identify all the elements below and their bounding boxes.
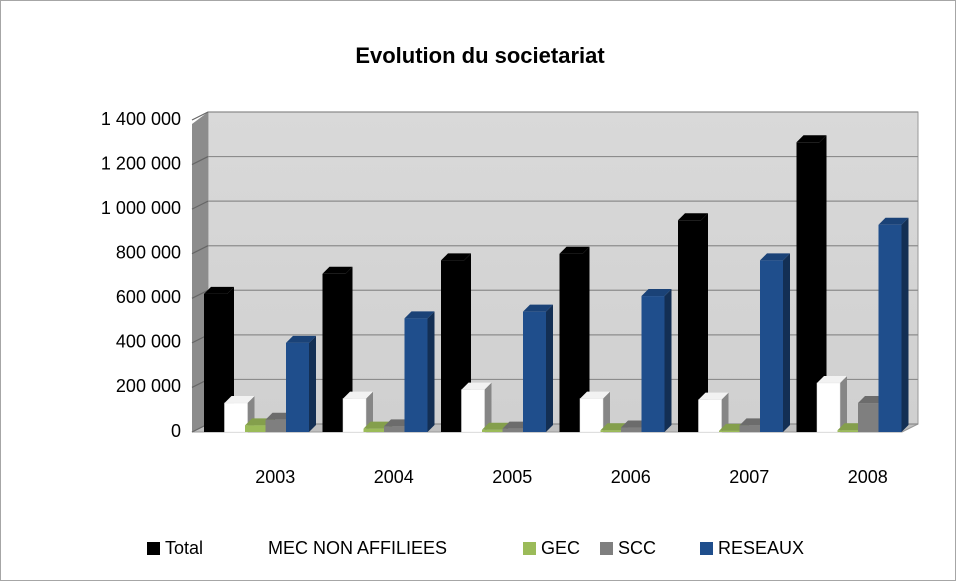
bar-top [523, 304, 553, 312]
bar [342, 398, 367, 433]
y-tick-label: 600 000 [116, 287, 181, 307]
bar [404, 318, 428, 432]
y-tick-label: 1 000 000 [101, 198, 181, 218]
legend-swatch [250, 542, 263, 555]
legend-label: GEC [541, 538, 580, 558]
bar-top [698, 392, 729, 400]
grid-line [191, 200, 209, 210]
bar [322, 273, 346, 432]
bar-top [286, 335, 316, 343]
chart-title: Evolution du societariat [355, 43, 605, 68]
bar [678, 220, 701, 432]
bar [204, 293, 227, 432]
bar-top [878, 217, 909, 225]
x-tick-label: 2004 [374, 467, 414, 487]
bar-side [484, 382, 492, 432]
bar [559, 253, 583, 432]
grid-line [191, 245, 209, 255]
legend-swatch [600, 542, 613, 555]
y-tick-label: 1 400 000 [101, 109, 181, 129]
x-tick-label: 2005 [492, 467, 532, 487]
bar-side [783, 253, 790, 432]
bar [816, 382, 841, 433]
bar-top [322, 266, 353, 274]
bar-side [664, 289, 672, 432]
grid-line [191, 111, 209, 121]
legend-label: RESEAUX [718, 538, 804, 558]
y-tick-label: 0 [171, 421, 181, 441]
bar-top [796, 135, 827, 143]
bar-side [309, 335, 316, 432]
bar-top [559, 246, 590, 254]
bar-side [345, 266, 353, 432]
bar [719, 430, 742, 432]
bar [579, 398, 604, 433]
bar [265, 419, 289, 432]
bar [698, 399, 722, 433]
bar [245, 425, 268, 432]
bar [461, 389, 485, 433]
bar-top [404, 311, 435, 319]
bar-top [760, 253, 790, 261]
bar [858, 403, 881, 432]
bar-top [580, 391, 610, 399]
bar [523, 311, 546, 432]
bar [600, 430, 624, 432]
bar-side [701, 213, 708, 432]
legend-swatch [523, 542, 536, 555]
bar [363, 428, 387, 432]
bar-top [461, 382, 492, 390]
bar-side [819, 135, 827, 433]
grid-line [191, 156, 209, 166]
bar [621, 427, 644, 432]
x-tick-label: 2007 [729, 467, 769, 487]
bar-side [603, 391, 610, 432]
bar-side [901, 217, 909, 432]
legend-swatch [700, 542, 713, 555]
legend-swatch [147, 542, 160, 555]
bar-top [204, 286, 234, 294]
y-tick-label: 400 000 [116, 332, 181, 352]
bar [482, 429, 505, 432]
bar [837, 430, 861, 432]
bar [286, 342, 309, 432]
bar-top [441, 253, 471, 261]
y-tick-label: 1 200 000 [101, 153, 181, 173]
bar-side [546, 304, 553, 432]
bar [441, 260, 464, 432]
bar-side [582, 246, 590, 432]
bar-top [641, 289, 672, 297]
bar [760, 260, 783, 432]
x-tick-label: 2006 [611, 467, 651, 487]
x-tick-label: 2003 [255, 467, 295, 487]
bar-top [817, 375, 847, 383]
legend: Total MEC NON AFFILIEES GEC SCC RESEAUX [147, 538, 804, 558]
bar-side [721, 392, 729, 432]
grid-line [191, 289, 209, 299]
legend-label: MEC NON AFFILIEES [268, 538, 447, 558]
bar [502, 428, 526, 432]
bar-top [343, 391, 373, 399]
bar-top [678, 213, 708, 221]
bar [739, 425, 763, 432]
bar [878, 224, 902, 432]
bar-side [427, 311, 435, 432]
bar [384, 426, 407, 432]
x-tick-label: 2008 [848, 467, 888, 487]
bar-top [224, 396, 255, 404]
bar-side [227, 286, 234, 432]
y-tick-label: 200 000 [116, 376, 181, 396]
bar-side [840, 375, 847, 432]
bar [641, 296, 665, 432]
y-tick-label: 800 000 [116, 242, 181, 262]
bar [224, 402, 248, 433]
legend-label: SCC [618, 538, 656, 558]
legend-label: Total [165, 538, 203, 558]
bar [796, 142, 820, 433]
